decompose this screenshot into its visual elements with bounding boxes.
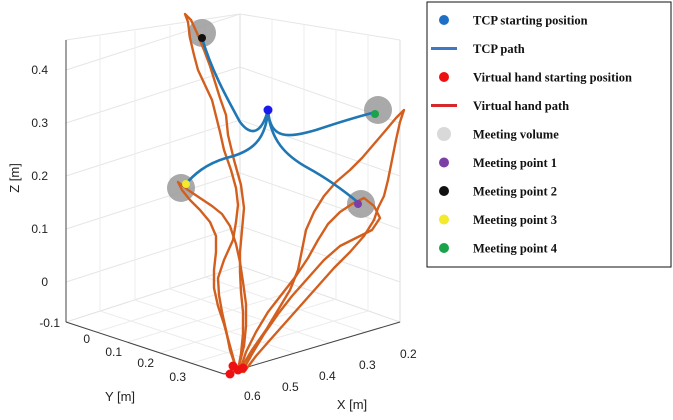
virtual-hand-paths bbox=[176, 12, 406, 374]
z-axis-label: Z [m] bbox=[7, 163, 22, 193]
tcp-path-3 bbox=[182, 108, 270, 188]
hand-path-2 bbox=[183, 12, 246, 372]
grid-line bbox=[191, 310, 369, 364]
legend-label: TCP starting position bbox=[473, 14, 588, 28]
tcp-path-4 bbox=[266, 108, 378, 137]
grid-line bbox=[65, 13, 241, 41]
tcp-path-2 bbox=[200, 36, 270, 133]
legend-box bbox=[426, 1, 672, 268]
x-tick-label: 0.6 bbox=[244, 389, 261, 403]
grid-line bbox=[169, 288, 331, 344]
hand-path-1 bbox=[238, 196, 382, 374]
meeting-volumes bbox=[167, 19, 392, 218]
legend-symbol bbox=[437, 127, 451, 141]
legend-symbol bbox=[439, 15, 449, 25]
y-axis-label: Y [m] bbox=[105, 389, 135, 404]
legend-symbol bbox=[439, 186, 449, 196]
x-tick-label: 0.2 bbox=[400, 347, 417, 361]
z-tick-label: 0.3 bbox=[31, 116, 48, 130]
grid bbox=[64, 13, 402, 375]
y-tick-label: 0.2 bbox=[137, 356, 154, 370]
grid-line bbox=[65, 66, 241, 124]
grid-line bbox=[239, 119, 401, 177]
tcp-paths bbox=[182, 36, 378, 206]
grid-line bbox=[239, 225, 401, 283]
hand-path-3 bbox=[176, 180, 248, 372]
y-tick-label: 0.3 bbox=[169, 370, 186, 384]
meeting-point-2-marker bbox=[198, 34, 206, 42]
grid-line bbox=[65, 225, 241, 283]
meeting-point-4-marker bbox=[371, 110, 379, 118]
legend-label: Virtual hand path bbox=[473, 99, 569, 113]
tcp-start-marker bbox=[263, 105, 273, 115]
legend-label: Meeting point 4 bbox=[473, 242, 558, 256]
grid-line bbox=[99, 310, 260, 364]
grid-line bbox=[159, 298, 337, 354]
hand-start-marker bbox=[225, 369, 235, 379]
z-tick-label: 0.4 bbox=[31, 63, 48, 77]
tcp-path-1 bbox=[266, 108, 362, 206]
legend-symbol bbox=[439, 214, 449, 225]
grid-line bbox=[65, 13, 241, 71]
grid-line bbox=[127, 287, 305, 343]
legend-label: TCP path bbox=[473, 42, 525, 56]
legend-label: Meeting volume bbox=[473, 128, 559, 142]
x-tick-label: 0.5 bbox=[282, 380, 299, 394]
meeting-volume-4 bbox=[364, 96, 392, 124]
legend-label: Meeting point 2 bbox=[473, 185, 557, 199]
hand-start-marker bbox=[233, 365, 243, 375]
legend-label: Virtual hand starting position bbox=[473, 71, 632, 85]
x-axis-label: X [m] bbox=[337, 397, 367, 412]
hand-path-4 bbox=[238, 108, 406, 374]
y-axis-line bbox=[65, 321, 225, 375]
z-tick-label: 0.1 bbox=[31, 222, 48, 236]
grid-line bbox=[239, 13, 401, 41]
legend: TCP starting position TCP path Virtual han… bbox=[426, 1, 672, 268]
grid-line bbox=[65, 172, 241, 230]
tick-labels: 0 0.1 0.2 0.3 0.4 -0.1 0 0.1 0.2 0.3 0.2… bbox=[7, 63, 417, 412]
y-tick-label: 0.1 bbox=[105, 345, 122, 359]
legend-symbol bbox=[439, 157, 449, 168]
legend-symbol bbox=[439, 72, 449, 82]
x-tick-label: 0.3 bbox=[359, 358, 376, 372]
x-axis-line bbox=[223, 321, 401, 375]
y-tick-label: 0 bbox=[83, 332, 90, 346]
legend-label: Meeting point 3 bbox=[473, 213, 557, 227]
z-tick-label: 0 bbox=[41, 275, 48, 289]
y-tick-label: -0.1 bbox=[39, 316, 60, 330]
legend-label: Meeting point 1 bbox=[473, 156, 557, 170]
grid-line bbox=[65, 119, 241, 177]
meeting-point-1-marker bbox=[354, 200, 362, 208]
x-tick-label: 0.4 bbox=[319, 369, 336, 383]
meeting-point-3-marker bbox=[182, 180, 190, 188]
z-tick-label: 0.2 bbox=[31, 169, 48, 183]
legend-symbol bbox=[439, 243, 449, 253]
markers bbox=[182, 34, 379, 379]
